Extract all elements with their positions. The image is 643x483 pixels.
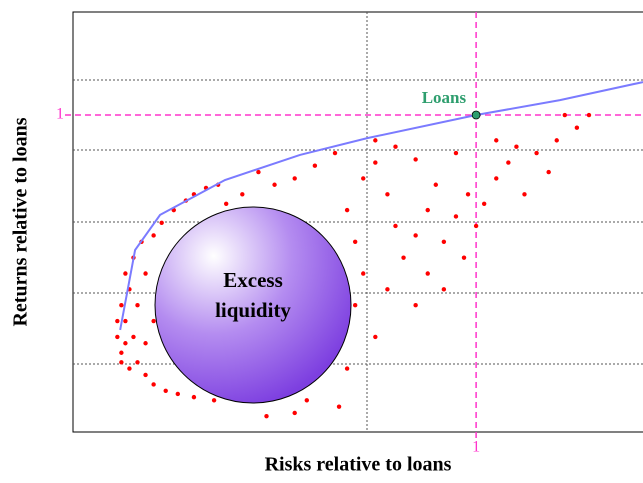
scatter-point [119, 360, 124, 365]
scatter-point [123, 271, 128, 276]
excess-liquidity-circle: Excess liquidity [154, 206, 352, 404]
scatter-point [344, 207, 350, 213]
scatter-point [223, 201, 229, 206]
scatter-point [586, 112, 592, 118]
scatter-point [425, 207, 430, 213]
scatter-point [175, 391, 181, 397]
scatter-point [554, 138, 559, 143]
scatter-point [562, 112, 567, 118]
scatter-point [441, 287, 447, 292]
loans-point [471, 110, 481, 120]
scatter-point [425, 271, 430, 276]
scatter-point [385, 287, 390, 292]
scatter-point [413, 303, 418, 308]
scatter-point [151, 318, 156, 324]
scatter-point [256, 169, 261, 175]
scatter-point [135, 303, 140, 308]
scatter-point [344, 366, 350, 371]
scatter-point [332, 150, 338, 156]
scatter-point [373, 160, 378, 165]
scatter-point [473, 223, 479, 229]
scatter-point [361, 176, 366, 181]
scatter-point [115, 318, 120, 324]
scatter-point [191, 394, 197, 400]
scatter-point [135, 360, 140, 365]
scatter-point [119, 350, 124, 355]
scatter-point [272, 182, 277, 187]
x-axis-label: Risks relative to loans [265, 454, 452, 476]
scatter-point [115, 334, 120, 340]
scatter-point [123, 318, 128, 324]
scatter-point [465, 192, 471, 197]
scatter-point [151, 233, 156, 238]
scatter-point [441, 239, 447, 245]
scatter-point [373, 334, 378, 340]
scatter-point [393, 223, 398, 229]
scatter-point [143, 271, 148, 276]
scatter-point [401, 255, 406, 260]
scatter-point [264, 413, 269, 419]
scatter-point [159, 220, 164, 225]
scatter-point [151, 382, 156, 387]
loans-label: Loans [422, 88, 467, 107]
y-tick-label: 1 [56, 106, 64, 123]
scatter-point [453, 214, 459, 219]
scatter-point [361, 271, 366, 276]
scatter-point [514, 144, 519, 149]
scatter-point [143, 372, 148, 378]
scatter-point [546, 169, 551, 175]
scatter-point [352, 303, 358, 308]
scatter-point [522, 192, 527, 197]
scatter-point [312, 163, 318, 168]
scatter-point [292, 176, 297, 181]
scatter-point [433, 182, 439, 187]
x-tick-label: 1 [472, 439, 480, 456]
scatter-point [123, 341, 128, 346]
scatter-point [453, 150, 459, 156]
gridlines [73, 12, 643, 432]
scatter-point [163, 388, 168, 393]
scatter-point [373, 138, 378, 143]
scatter-point [304, 398, 310, 403]
scatter-point [494, 176, 499, 181]
scatter-point [127, 366, 132, 371]
scatter-point [143, 341, 148, 346]
scatter-point [119, 303, 124, 308]
scatter-point [413, 233, 418, 238]
scatter-point [352, 239, 358, 245]
y-axis-label: Returns relative to loans [10, 117, 32, 326]
scatter-point [506, 160, 511, 165]
scatter-point [393, 144, 398, 149]
scatter-point [481, 201, 487, 206]
scatter-point [211, 398, 217, 403]
scatter-point [240, 192, 245, 197]
circle-label: liquidity [215, 298, 291, 322]
scatter-point [461, 255, 467, 260]
scatter-point [336, 404, 342, 409]
scatter-point [494, 138, 499, 143]
scatter-point [413, 157, 418, 162]
scatter-point [292, 410, 297, 416]
scatter-point [131, 334, 136, 340]
circle-label: Excess [223, 268, 283, 292]
scatter-point [385, 192, 390, 197]
scatter-point [574, 125, 580, 130]
efficient-frontier [119, 81, 643, 331]
scatter-point [534, 150, 539, 156]
